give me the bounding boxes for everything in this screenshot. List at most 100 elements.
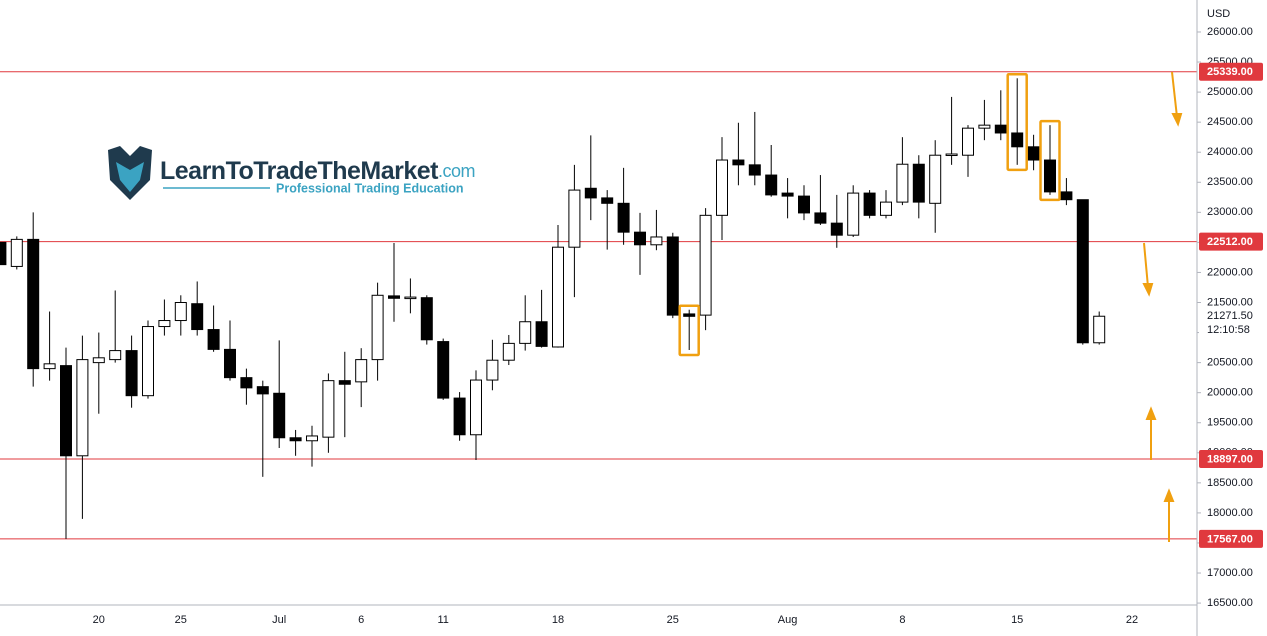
y-tick-label: 17000.00 xyxy=(1207,567,1253,579)
x-tick-label: 11 xyxy=(437,614,448,626)
candle-body xyxy=(1044,159,1056,193)
candle-body xyxy=(912,163,925,203)
y-tick-label: 23500.00 xyxy=(1207,176,1253,188)
arrow-head xyxy=(1171,113,1183,127)
candle-body xyxy=(273,392,286,439)
plot-area xyxy=(0,71,1197,540)
countdown-label: 12:10:58 xyxy=(1207,324,1250,336)
level-label-box xyxy=(1199,232,1263,251)
level-label-box xyxy=(1199,529,1263,548)
arrow-head xyxy=(1145,406,1157,420)
candle-body xyxy=(584,187,597,199)
candle-body xyxy=(1027,146,1040,161)
candle-body xyxy=(568,189,581,248)
candle-body xyxy=(486,359,499,381)
candle-body xyxy=(355,359,368,383)
level-label: 22512.00 xyxy=(1207,236,1253,248)
candle-body xyxy=(10,238,23,267)
x-tick-label: 18 xyxy=(552,614,564,626)
current-price-label: 21271.50 xyxy=(1207,310,1253,322)
y-tick-label: 24500.00 xyxy=(1207,116,1253,128)
candle-body xyxy=(1093,315,1106,344)
highlight-box xyxy=(1006,73,1028,172)
candle-body xyxy=(962,127,974,156)
y-tick-label: 18500.00 xyxy=(1207,477,1253,489)
candle-body xyxy=(191,303,204,331)
candle-body xyxy=(60,365,72,457)
candle-body xyxy=(371,294,384,361)
candle-body xyxy=(830,222,843,236)
arrow xyxy=(1171,71,1178,118)
current-price-box xyxy=(1199,308,1263,339)
y-tick-label: 19500.00 xyxy=(1207,417,1253,429)
annotation-arrows xyxy=(1142,71,1183,542)
candle-body xyxy=(76,359,89,457)
candle-body xyxy=(1076,199,1089,344)
level-labels: 25339.00 22512.00 18897.00 17567.00 21271.50… xyxy=(1199,62,1263,548)
candle-body xyxy=(683,313,696,317)
candle-body xyxy=(634,231,646,246)
candle-body xyxy=(453,397,466,436)
logo-bull xyxy=(116,162,144,192)
x-tick-label: 25 xyxy=(175,614,187,626)
candle-body xyxy=(256,386,269,395)
candle-body xyxy=(994,124,1007,134)
candle-body xyxy=(27,238,40,370)
candle-body xyxy=(1011,132,1024,148)
candle-body xyxy=(716,159,728,216)
candle-body xyxy=(765,174,778,196)
candle-body xyxy=(174,302,187,322)
candle-body xyxy=(43,363,56,370)
candle-body xyxy=(978,124,991,129)
y-tick-label: 24000.00 xyxy=(1207,146,1253,158)
candle-body xyxy=(748,164,761,176)
candle-body xyxy=(863,192,876,216)
candle-body xyxy=(125,350,138,397)
candle-body xyxy=(666,236,679,316)
candle-body xyxy=(142,326,154,397)
candle-body xyxy=(650,236,663,246)
x-tick-label: 8 xyxy=(899,614,905,626)
y-tick-label: 21500.00 xyxy=(1207,296,1253,308)
x-tick-label: Aug xyxy=(778,614,798,626)
candle-body xyxy=(617,202,630,233)
y-tick-label: 18000.00 xyxy=(1207,507,1253,519)
candle-body xyxy=(0,241,7,266)
candle-body xyxy=(1060,191,1073,201)
logo-text: LearnToTradeTheMarket.com xyxy=(160,157,475,185)
x-tick-label: 22 xyxy=(1126,614,1138,626)
arrow xyxy=(1143,242,1149,288)
candle-body xyxy=(699,214,712,316)
candle-body xyxy=(781,192,794,197)
y-tick-label: 16500.00 xyxy=(1207,597,1253,609)
candle-body xyxy=(420,297,433,341)
arrow-head xyxy=(1163,488,1175,502)
arrow-head xyxy=(1142,283,1154,297)
logo-name: LearnToTradeTheMarket xyxy=(160,157,439,185)
candle-body xyxy=(896,163,909,203)
highlight-box xyxy=(1039,119,1061,202)
level-label-box xyxy=(1199,62,1263,81)
candle-body xyxy=(289,437,302,442)
logo: LearnToTradeTheMarket.com Professional T… xyxy=(108,146,476,200)
logo-domain: .com xyxy=(438,161,475,181)
y-tick-label: 25000.00 xyxy=(1207,86,1253,98)
y-tick-label: 22000.00 xyxy=(1207,266,1253,278)
level-label: 17567.00 xyxy=(1207,533,1253,545)
level-label: 25339.00 xyxy=(1207,66,1253,78)
candle-body xyxy=(437,341,450,399)
candle-body xyxy=(519,321,532,344)
candle-body xyxy=(306,435,318,442)
candle-body xyxy=(814,212,827,224)
level-label: 18897.00 xyxy=(1207,453,1253,465)
candle-body xyxy=(880,201,892,216)
candle-body xyxy=(388,295,400,299)
candle-body xyxy=(535,321,548,347)
x-tick-label: Jul xyxy=(272,614,286,626)
x-tick-label: 20 xyxy=(93,614,105,626)
level-label-box xyxy=(1199,449,1263,468)
candle-body xyxy=(240,377,253,389)
y-tick-label: 23000.00 xyxy=(1207,206,1253,218)
